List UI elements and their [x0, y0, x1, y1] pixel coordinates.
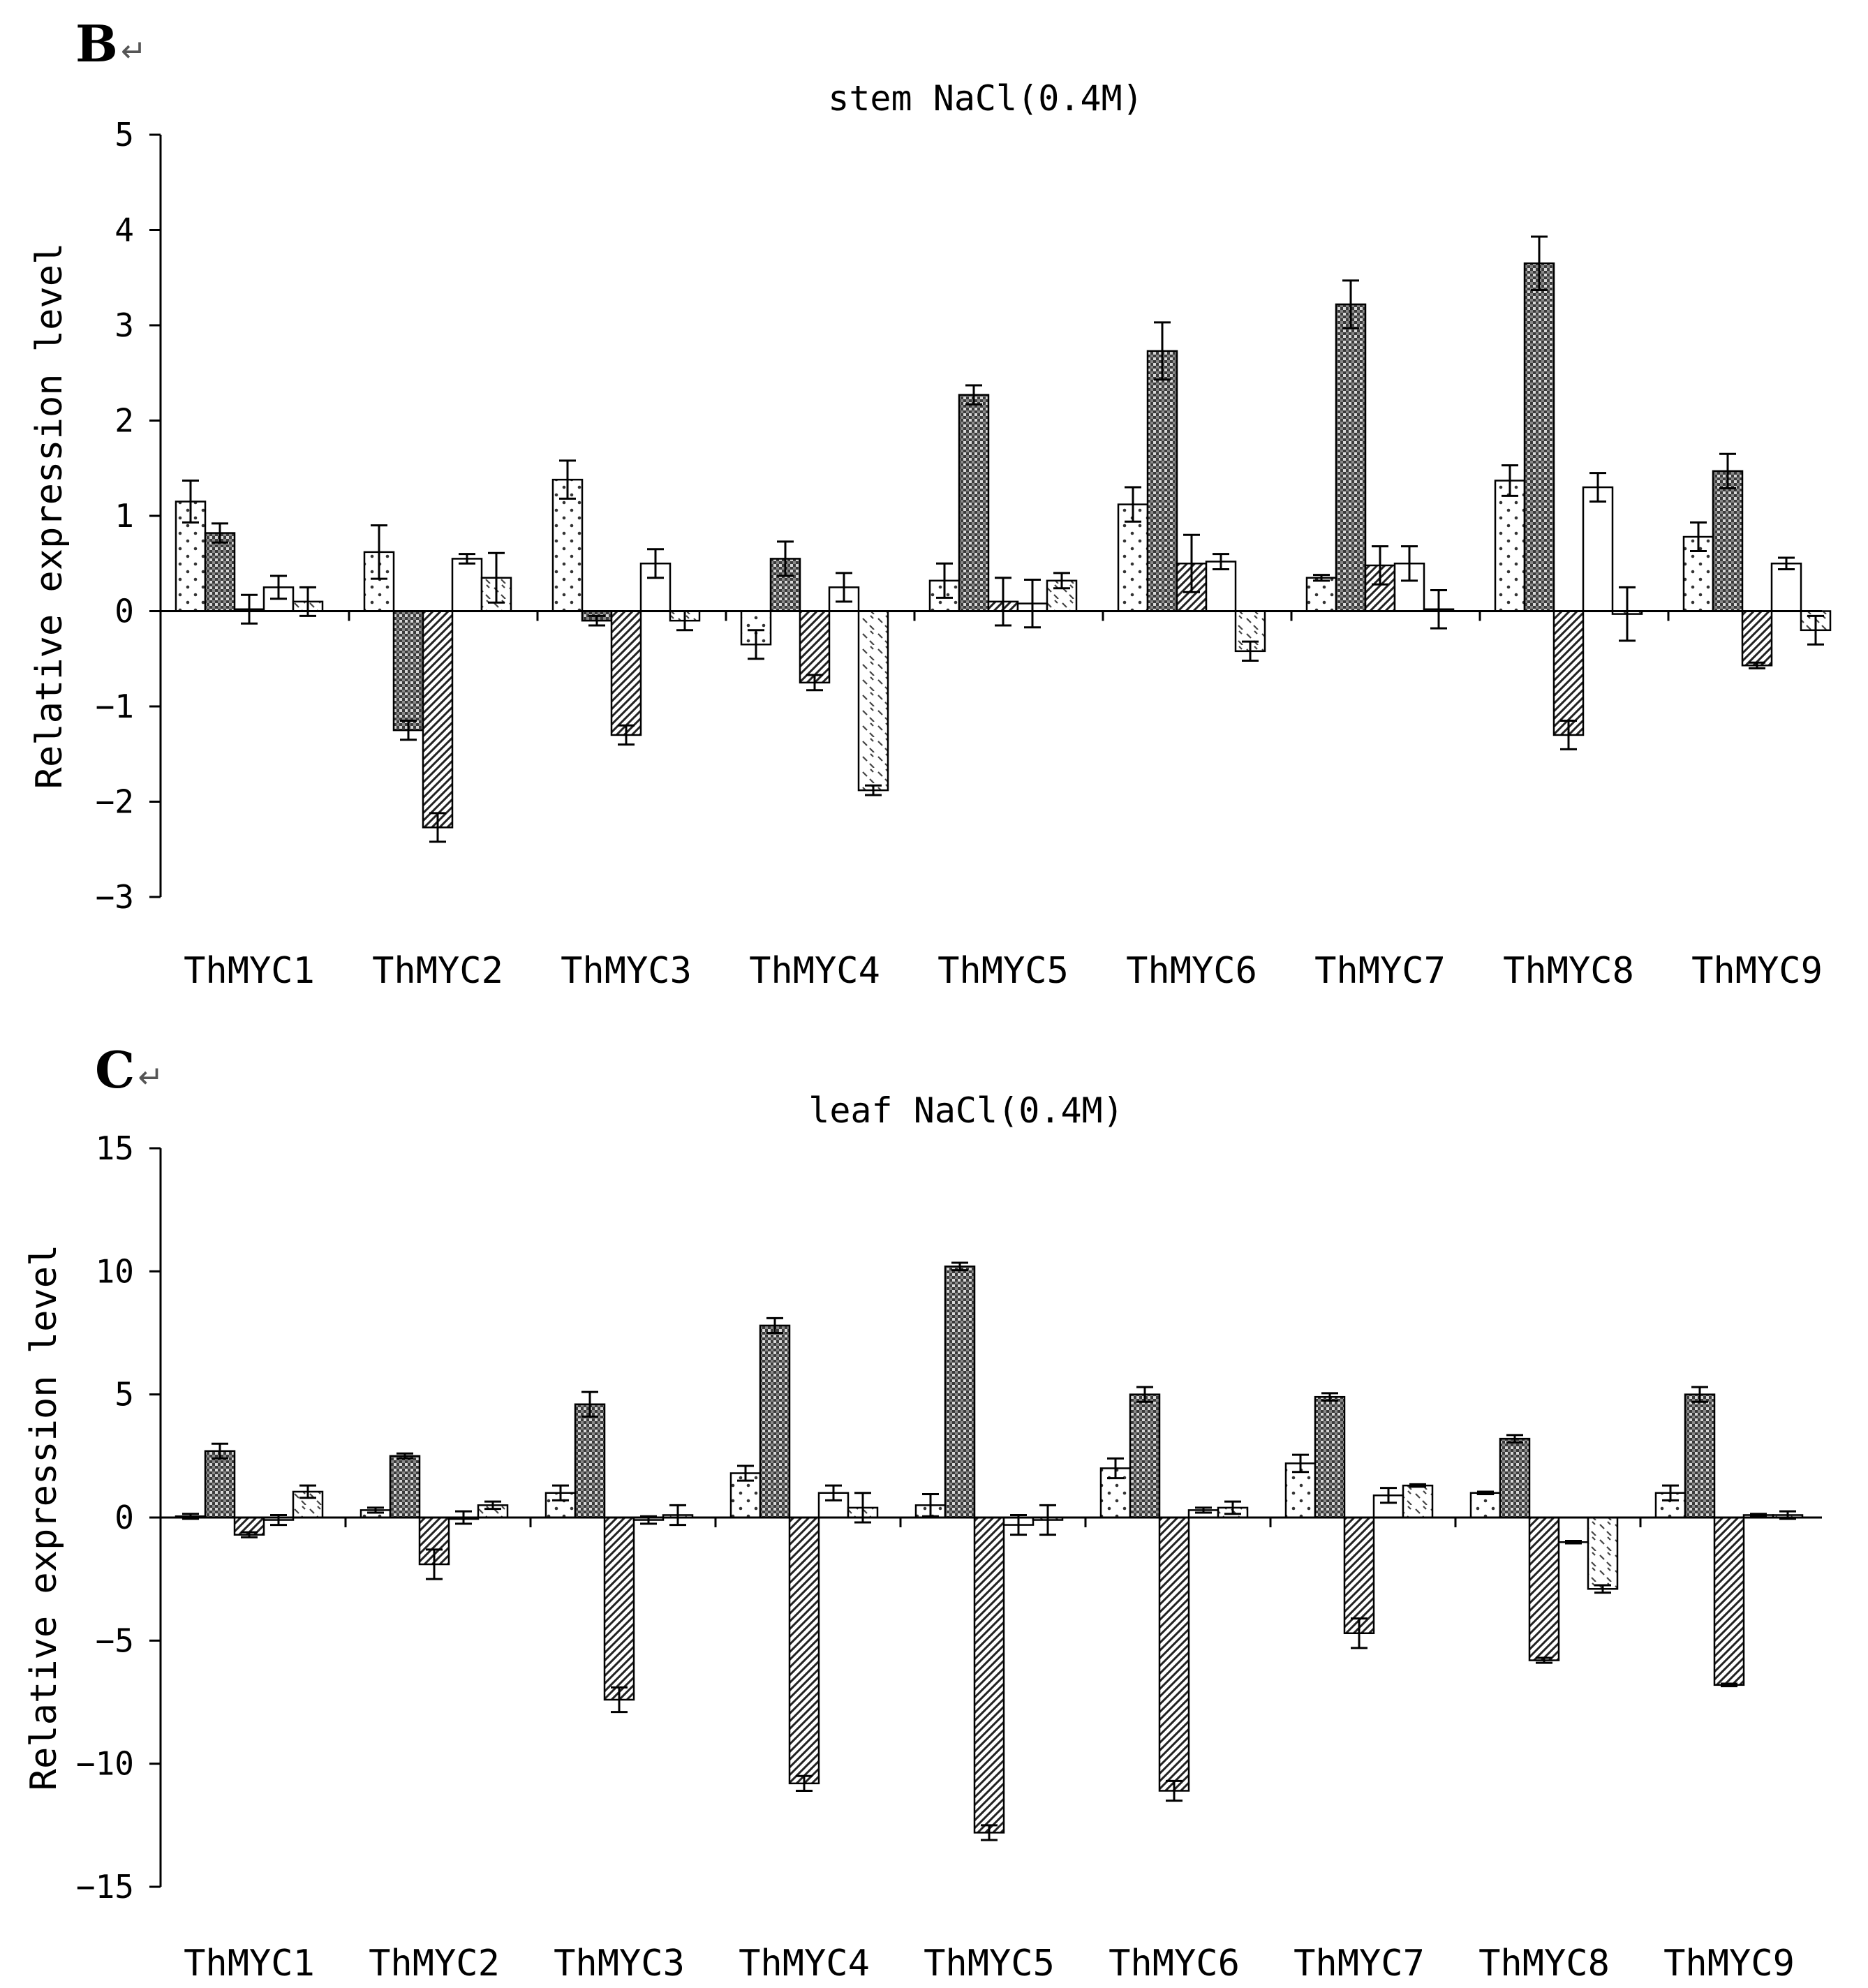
- stem-chart: stem NaCl(0.4M) Relative expression level…: [29, 78, 1832, 992]
- bar-series2-thmyc8: [1523, 262, 1555, 612]
- x-category-label: ThMYC9: [1663, 1943, 1795, 1985]
- chart-title: leaf NaCl(0.4M): [808, 1090, 1124, 1131]
- y-tick-label: 3: [114, 306, 134, 344]
- bar-series2-thmyc6: [1129, 1393, 1161, 1519]
- x-category-label: ThMYC9: [1691, 950, 1823, 992]
- x-category-label: ThMYC1: [184, 950, 315, 992]
- bar-series2-thmyc9: [1712, 470, 1744, 612]
- bar-series1-thmyc8: [1494, 480, 1526, 612]
- x-category-label: ThMYC3: [561, 950, 692, 992]
- bar-series3-thmyc6: [1158, 1516, 1190, 1792]
- bar-series2-thmyc4: [759, 1324, 791, 1519]
- y-tick-label: −1: [96, 688, 134, 725]
- y-tick-label: 10: [96, 1252, 134, 1290]
- return-mark-icon: ↵: [120, 34, 147, 69]
- return-mark-icon: ↵: [138, 1060, 164, 1095]
- panel-label-c: C↵: [95, 1040, 164, 1099]
- y-axis-title: Relative expression level: [29, 243, 71, 789]
- bar-series5-thmyc8: [1587, 1516, 1619, 1590]
- y-tick-label: 5: [114, 1376, 134, 1414]
- y-tick-label: 1: [114, 497, 134, 535]
- bar-series3-thmyc5: [973, 1516, 1005, 1834]
- x-category-label: ThMYC5: [937, 950, 1069, 992]
- bar-series3-thmyc3: [610, 610, 642, 736]
- bar-series3-thmyc4: [788, 1516, 820, 1785]
- leaf-chart: leaf NaCl(0.4M) Relative expression level…: [23, 1090, 1822, 1985]
- x-category-label: ThMYC4: [749, 950, 880, 992]
- bar-series3-thmyc4: [799, 610, 831, 684]
- bar-series3-thmyc2: [422, 610, 454, 829]
- bar-series2-thmyc1: [204, 532, 236, 612]
- x-category-label: ThMYC6: [1109, 1943, 1240, 1985]
- bar-series2-thmyc9: [1684, 1393, 1716, 1519]
- x-category-label: ThMYC5: [924, 1943, 1055, 1985]
- y-tick-label: −5: [96, 1622, 134, 1659]
- panel-label-b: B↵: [75, 14, 147, 73]
- y-tick-label: 2: [114, 402, 134, 440]
- x-category-label: ThMYC8: [1478, 1943, 1610, 1985]
- y-tick-label: −10: [76, 1745, 134, 1783]
- y-tick-label: 4: [114, 212, 134, 249]
- y-tick-label: 15: [96, 1129, 134, 1167]
- bar-series1-thmyc6: [1117, 503, 1149, 612]
- x-category-label: ThMYC1: [184, 1943, 315, 1985]
- x-category-label: ThMYC3: [554, 1943, 685, 1985]
- y-tick-label: 0: [114, 1499, 134, 1536]
- x-category-label: ThMYC4: [739, 1943, 870, 1985]
- x-category-label: ThMYC2: [372, 950, 503, 992]
- bar-series4-thmyc8: [1582, 486, 1614, 612]
- bar-series3-thmyc9: [1741, 610, 1773, 667]
- bar-series3-thmyc9: [1713, 1516, 1745, 1686]
- y-tick-label: −2: [96, 783, 134, 821]
- bar-series2-thmyc7: [1314, 1395, 1346, 1519]
- bar-series2-thmyc8: [1499, 1437, 1531, 1519]
- bar-series4-thmyc2: [451, 558, 483, 612]
- y-axis-title: Relative expression level: [23, 1245, 65, 1791]
- bar-series4-thmyc9: [1770, 563, 1802, 612]
- bar-series2-thmyc1: [204, 1450, 236, 1519]
- bar-series3-thmyc8: [1552, 610, 1585, 736]
- bar-series2-thmyc2: [392, 610, 424, 732]
- bar-series5-thmyc7: [1402, 1484, 1434, 1519]
- bar-series1-thmyc7: [1305, 577, 1337, 612]
- bar-series3-thmyc7: [1343, 1516, 1375, 1635]
- bar-series2-thmyc3: [574, 1403, 606, 1519]
- bar-series4-thmyc8: [1557, 1516, 1589, 1543]
- y-tick-label: −3: [96, 878, 134, 916]
- bar-series3-thmyc3: [603, 1516, 635, 1701]
- chart-title: stem NaCl(0.4M): [828, 78, 1143, 119]
- bar-series5-thmyc4: [857, 610, 889, 792]
- x-category-label: ThMYC8: [1503, 950, 1634, 992]
- x-category-label: ThMYC2: [369, 1943, 500, 1985]
- bar-series2-thmyc5: [944, 1266, 976, 1519]
- x-category-label: ThMYC7: [1293, 1943, 1425, 1985]
- bar-series2-thmyc7: [1335, 303, 1367, 612]
- bar-series2-thmyc2: [389, 1455, 421, 1519]
- bar-series1-thmyc8: [1469, 1492, 1502, 1519]
- y-tick-label: 5: [114, 116, 134, 154]
- bar-series3-thmyc8: [1528, 1516, 1560, 1661]
- x-category-label: ThMYC6: [1126, 950, 1257, 992]
- bar-series2-thmyc5: [958, 394, 990, 612]
- x-category-label: ThMYC7: [1314, 950, 1446, 992]
- bar-series2-thmyc6: [1146, 350, 1178, 612]
- y-tick-label: −15: [76, 1868, 134, 1906]
- y-tick-label: 0: [114, 593, 134, 630]
